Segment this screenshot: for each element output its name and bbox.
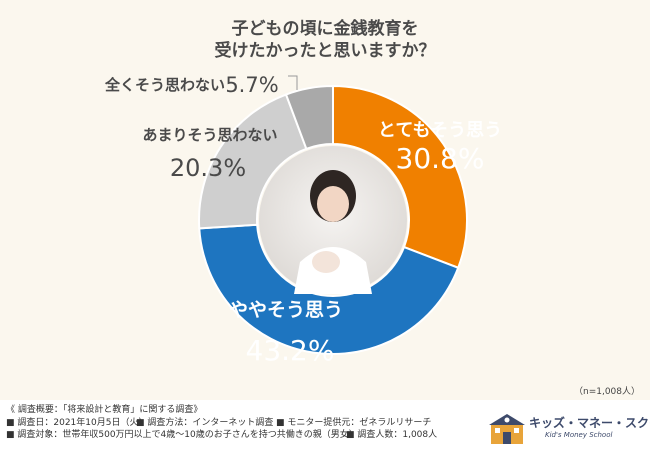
slice-label-somewhat: ややそう思う	[229, 299, 343, 321]
school-building-icon	[489, 414, 525, 444]
logo-name: キッズ・マネー・スクール	[529, 416, 650, 430]
piggy-bank-shape	[312, 251, 340, 273]
slice-value-not-much: 20.3%	[170, 154, 246, 182]
slice-label-not-at-all: 全くそう思わない	[104, 76, 225, 94]
survey-method: ■ 調査方法：インターネット調査	[136, 417, 274, 428]
survey-provider: ■ モニター提供元：ゼネラルリサーチ	[276, 417, 432, 428]
slice-value-somewhat: 43.2%	[246, 334, 335, 367]
slice-label-very: とてもそう思う	[378, 120, 502, 141]
survey-heading: 《 調査概要：「将来設計と教育」に関する調査》	[6, 405, 203, 415]
child-face-shape	[317, 186, 349, 222]
slice-label-not-much: あまりそう思わない	[142, 126, 277, 144]
center-photo	[259, 146, 407, 294]
logo-subtitle: Kid's Money School	[545, 431, 613, 439]
slice-very	[332, 84, 468, 270]
chart-title-line1: 子どもの頃に金銭教育を	[231, 19, 419, 39]
survey-date: ■ 調査日：2021年10月5日（火）	[6, 417, 148, 428]
survey-summary: 《 調査概要：「将来設計と教育」に関する調査》 ■ 調査日：2021年10月5日…	[6, 404, 437, 442]
brand-logo: キッズ・マネー・スクール Kid's Money School	[487, 410, 650, 446]
survey-count: ■ 調査人数：1,008人	[346, 430, 438, 440]
sample-size: （n=1,008人）	[573, 387, 640, 397]
survey-target: ■ 調査対象：世帯年収500万円以上で4歳～10歳のお子さんを持つ共働きの親（男…	[6, 430, 358, 440]
slice-value-not-at-all: 5.7%	[225, 73, 278, 97]
slice-value-very: 30.8%	[396, 142, 485, 175]
slice-not-at-all	[284, 84, 334, 151]
chart-title-line2: 受けたかったと思いますか？	[214, 41, 436, 61]
